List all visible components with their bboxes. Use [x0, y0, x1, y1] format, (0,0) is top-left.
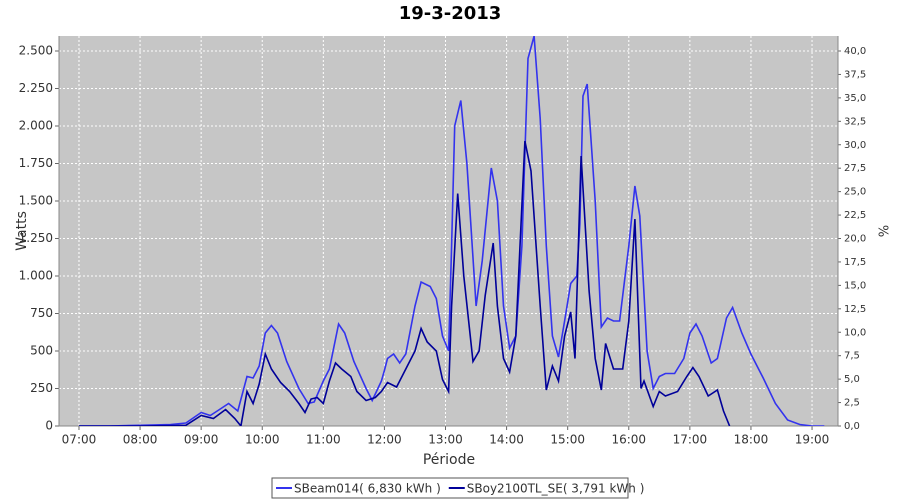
x-tick-label: 09:00 — [184, 433, 219, 447]
x-tick-label: 19:00 — [795, 433, 830, 447]
y-tick-label: 1.250 — [19, 231, 53, 245]
plot-area — [59, 36, 838, 426]
y-tick-label: 2.000 — [19, 119, 53, 133]
y2-tick-label: 10,0 — [844, 327, 866, 338]
y2-tick-label: 35,0 — [844, 93, 866, 104]
x-tick-label: 14:00 — [489, 433, 524, 447]
y-tick-label: 1.750 — [19, 156, 53, 170]
y2-axis-label: % — [875, 225, 890, 237]
y-tick-label: 500 — [30, 344, 53, 358]
y-tick-label: 1.500 — [19, 194, 53, 208]
y2-tick-label: 17,5 — [844, 257, 866, 268]
x-tick-label: 08:00 — [123, 433, 158, 447]
y-axis-label: Watts — [14, 211, 30, 251]
y-tick-label: 0 — [45, 419, 53, 433]
x-tick-label: 11:00 — [306, 433, 341, 447]
x-tick-label: 10:00 — [245, 433, 280, 447]
y2-tick-label: 12,5 — [844, 304, 866, 315]
y-tick-label: 1.000 — [19, 269, 53, 283]
legend-label: SBeam014( 6,830 kWh ) — [294, 482, 441, 496]
x-tick-label: 16:00 — [611, 433, 646, 447]
y2-tick-label: 5,0 — [844, 374, 860, 385]
y2-tick-label: 40,0 — [844, 46, 866, 57]
x-tick-label: 12:00 — [367, 433, 402, 447]
x-tick-label: 07:00 — [62, 433, 97, 447]
y2-tick-label: 37,5 — [844, 69, 866, 80]
legend-label: SBoy2100TL_SE( 3,791 kWh ) — [467, 482, 645, 496]
y-tick-label: 250 — [30, 381, 53, 395]
y2-tick-label: 2,5 — [844, 398, 860, 409]
y2-tick-label: 0,0 — [844, 421, 860, 432]
y2-tick-label: 25,0 — [844, 187, 866, 198]
x-tick-label: 18:00 — [734, 433, 769, 447]
x-tick-label: 15:00 — [550, 433, 585, 447]
x-tick-label: 13:00 — [428, 433, 463, 447]
series-line — [79, 36, 825, 426]
y2-tick-label: 7,5 — [844, 351, 860, 362]
y2-tick-label: 32,5 — [844, 116, 866, 127]
x-tick-label: 17:00 — [673, 433, 708, 447]
series-line — [79, 140, 731, 426]
chart-title: 19-3-2013 — [399, 3, 502, 24]
y2-tick-label: 27,5 — [844, 163, 866, 174]
y2-tick-label: 15,0 — [844, 280, 866, 291]
x-axis-label: Période — [423, 452, 475, 468]
y-tick-label: 2.250 — [19, 81, 53, 95]
y2-tick-label: 20,0 — [844, 234, 866, 245]
y2-tick-label: 22,5 — [844, 210, 866, 221]
y-tick-label: 2.500 — [19, 44, 53, 58]
y-tick-label: 750 — [30, 306, 53, 320]
y2-tick-label: 30,0 — [844, 140, 866, 151]
